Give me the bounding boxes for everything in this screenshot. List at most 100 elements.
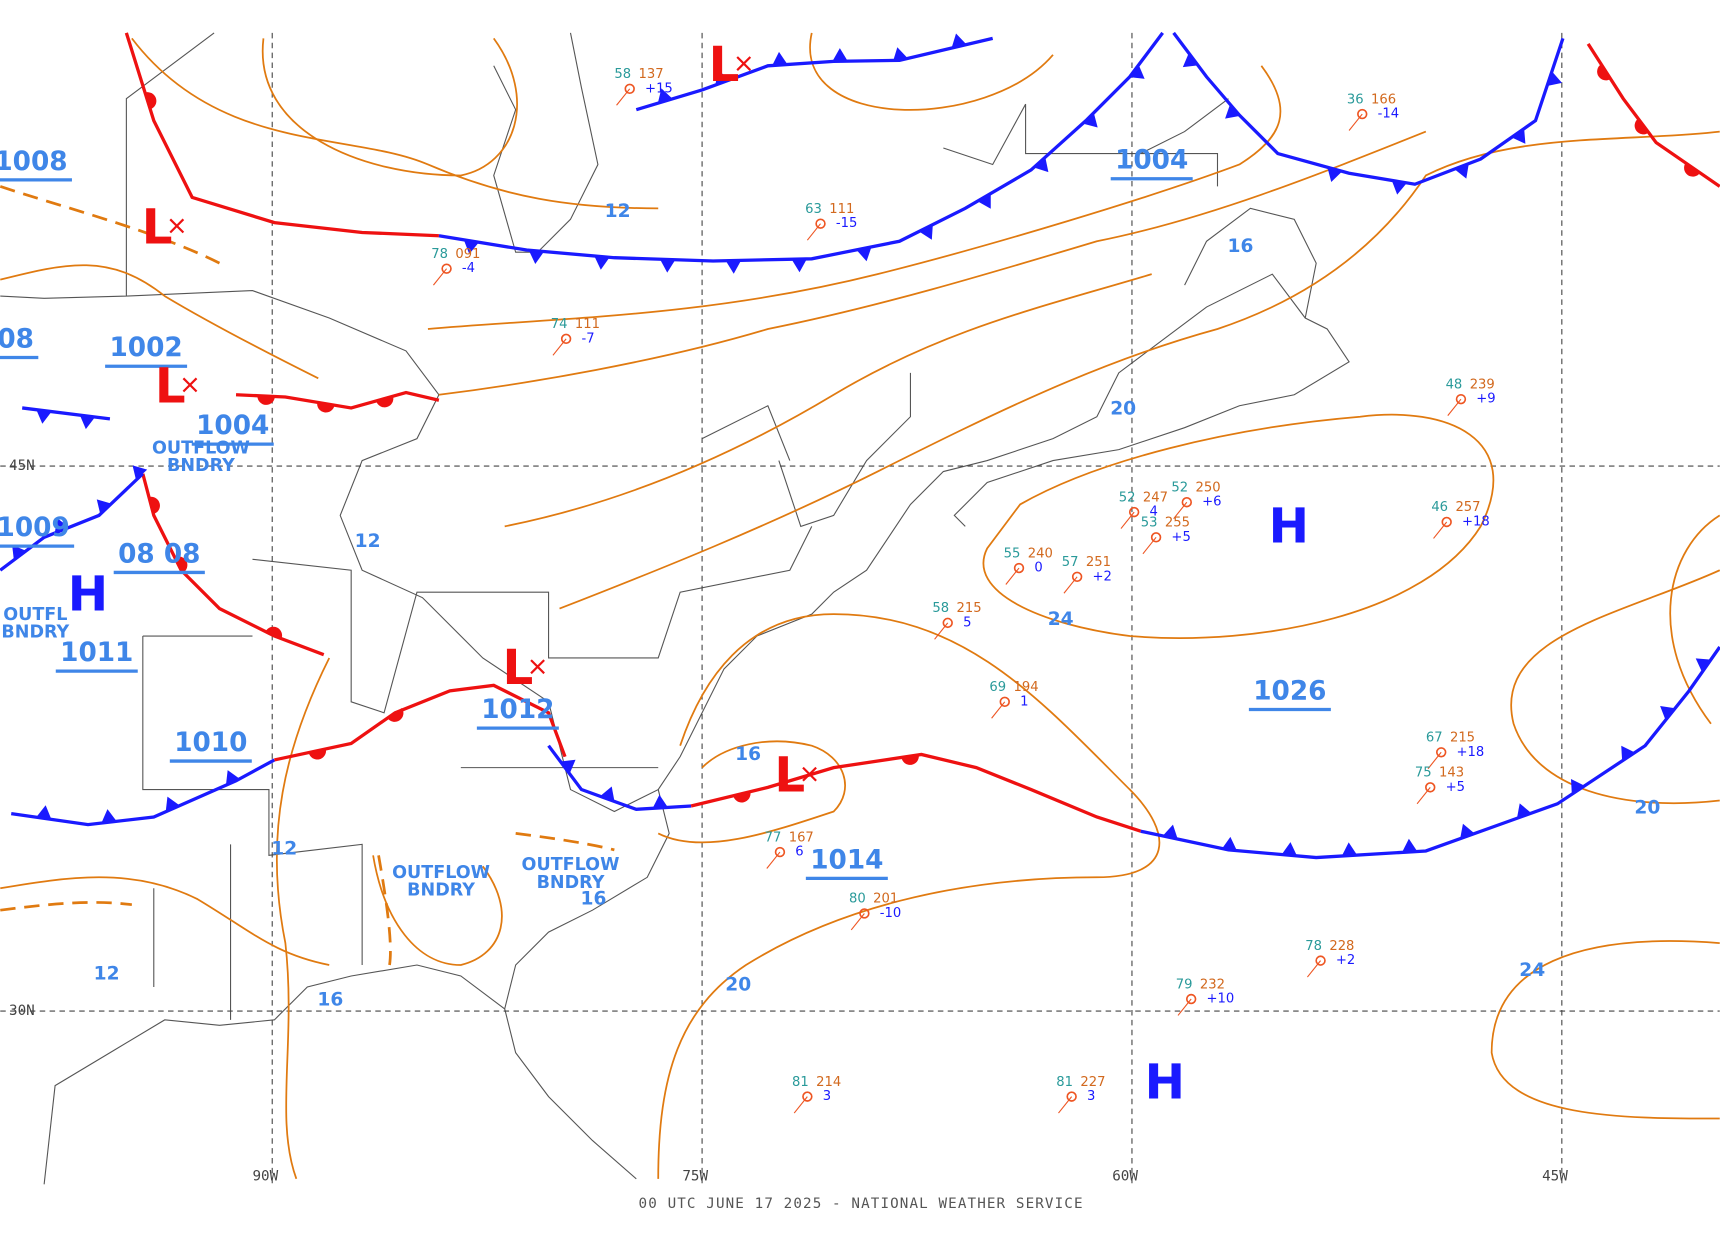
station-circle [1013,562,1025,574]
station-wind [991,701,1006,719]
cold-front-symbol [715,70,730,86]
station-wind [766,851,781,869]
station-pressure: 232 [1200,977,1225,992]
station-pressure: 250 [1196,480,1221,495]
station-pressure: 201 [873,892,898,907]
station-wind [793,1096,808,1114]
cold-front-symbol [165,796,180,812]
station-tendency: 6 [795,845,803,860]
station-wind [1433,521,1448,539]
warm-front-symbol [308,748,327,760]
station-plot: 36 166-14 [1347,92,1399,131]
boundary-label: OUTFLOW [522,855,620,875]
boundary-label: OUTFLOW [152,439,250,459]
cold-front-symbol [791,258,807,273]
station-temperature: 74 [551,317,568,332]
station-temperature: 81 [792,1075,809,1090]
contour-value: 20 [1110,399,1136,420]
footer: 00 UTC JUNE 17 2025 - NATIONAL WEATHER S… [639,1196,1084,1212]
warm-front-symbol [1684,162,1701,177]
cold-front-symbol [560,759,576,774]
station-pressure: 215 [1450,731,1475,746]
station-wind [1177,998,1192,1016]
station-wind [1306,960,1322,978]
low-center-mark [736,56,752,71]
cold-front-symbol [1129,64,1145,79]
cold-front-symbol [1695,658,1711,673]
cold-front-symbol [977,193,991,209]
cold-front-symbol [79,415,96,430]
station-tendency: +15 [645,81,673,96]
station-circle [560,333,572,345]
isobar-label: 1026 [1253,676,1326,706]
warm-front-symbol [265,626,283,640]
boundary-label: BNDRY [167,456,235,476]
station-tendency: +18 [1462,514,1490,529]
cold-front-symbol [657,88,673,104]
boundary-label: BNDRY [1,623,69,643]
station-temperature: 81 [1056,1075,1073,1090]
isobar-label: 1004 [196,411,269,441]
contour-value: 20 [1634,798,1660,819]
station-plot: 57 251+2 [1062,555,1112,594]
station-wind [432,268,448,286]
station-pressure: 251 [1086,555,1111,570]
cold-front-symbol [660,259,676,273]
station-wind [1120,511,1135,529]
cold-front-symbol [1402,838,1418,853]
station-pressure: 111 [829,202,854,217]
station-circle [1315,955,1326,966]
fronts [0,31,1720,860]
cold-front-symbol [36,409,52,424]
cold-front-symbol [463,239,479,255]
cold-front-symbol [132,465,148,481]
station-plot: 63 111-15 [805,202,857,241]
front-line [690,752,1142,833]
station-circle [1071,571,1083,583]
station-wind [1348,113,1363,131]
station-wind [1063,576,1078,594]
station-temperature: 57 [1062,555,1079,570]
warm-front-symbol [257,395,275,405]
cold-front-symbol [919,224,933,240]
station-plot: 52 250+6 [1171,480,1222,520]
isobar-label: 08 08 [118,539,200,569]
cold-front-symbol [36,805,52,820]
contour-value: 12 [605,201,631,222]
contour-value: 12 [94,963,120,984]
station-wind [850,913,865,931]
cold-front-symbol [1221,836,1237,851]
station-circle [1455,393,1467,405]
contour-value: 16 [735,744,761,765]
station-tendency: -7 [581,331,594,346]
boundary-label: OUTFL [3,605,67,625]
cold-front-symbol [725,260,742,274]
station-pressure: 111 [575,317,600,332]
contour-value: 12 [355,531,381,552]
station-temperature: 77 [765,830,782,845]
station-tendency: 3 [823,1089,831,1104]
isobar-label: 1004 [1115,146,1188,176]
low-pressure: L [155,358,186,414]
station-tendency: 3 [1087,1089,1095,1104]
isobar-label: 1002 [110,333,183,363]
cold-front-symbol [1033,157,1049,173]
cold-front-symbol [856,246,872,262]
station-temperature: 36 [1347,92,1364,107]
warm-front-symbol [901,754,919,765]
outflow-boundaries [0,185,615,966]
cold-front-symbol [1511,128,1526,144]
cold-front-symbol [1327,167,1343,182]
cold-front-symbol [1570,779,1585,795]
boundary-label: BNDRY [407,880,475,900]
station-tendency: 5 [963,615,971,630]
station-circle [802,1091,813,1102]
station-plot: 67 215+18 [1426,731,1484,770]
station-tendency: +6 [1202,495,1221,510]
lat-lon-grid [0,32,1720,1185]
station-wind [1427,751,1442,770]
low-pressure: L [774,748,805,804]
